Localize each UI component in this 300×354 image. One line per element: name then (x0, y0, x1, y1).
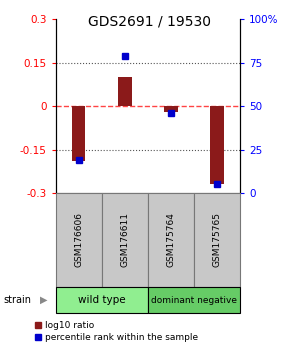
Bar (102, 193, 148, 287)
Text: GSM176611: GSM176611 (120, 212, 129, 267)
Text: wild type: wild type (78, 295, 125, 305)
Bar (164, 106, 178, 112)
Text: ▶: ▶ (40, 295, 47, 305)
Bar (118, 77, 132, 106)
Legend: log10 ratio, percentile rank within the sample: log10 ratio, percentile rank within the … (34, 321, 199, 342)
Text: GSM176606: GSM176606 (74, 212, 83, 267)
Text: GSM175764: GSM175764 (166, 212, 175, 267)
Text: GDS2691 / 19530: GDS2691 / 19530 (88, 14, 212, 28)
Text: GSM175765: GSM175765 (212, 212, 221, 267)
Bar (56, 193, 102, 287)
Bar (56, 287, 148, 313)
Bar (194, 193, 240, 287)
Bar (148, 287, 240, 313)
Bar (148, 193, 194, 287)
Text: strain: strain (3, 295, 31, 305)
Text: dominant negative: dominant negative (151, 296, 237, 304)
Bar (72, 106, 86, 161)
Bar (210, 106, 224, 184)
